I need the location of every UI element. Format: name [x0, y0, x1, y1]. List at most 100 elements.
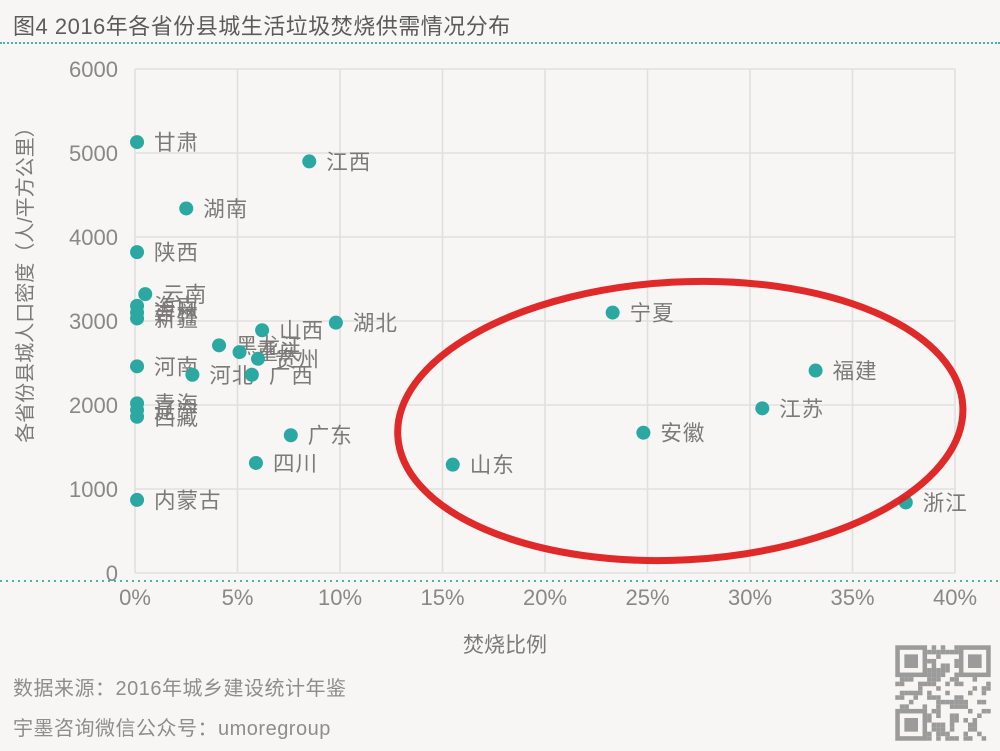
qr-module [931, 722, 937, 728]
qr-module [931, 663, 937, 668]
y-axis-tick-label: 5000 [69, 141, 118, 166]
qr-module [963, 731, 968, 737]
qr-module [927, 677, 932, 682]
qr-module [899, 690, 905, 696]
qr-module [968, 727, 973, 732]
data-point-label: 山西 [279, 319, 324, 343]
x-axis-tick-label: 5% [222, 585, 254, 610]
y-axis-tick-label: 4000 [69, 225, 118, 250]
data-point-label: 江苏 [779, 397, 824, 421]
qr-module [945, 668, 950, 673]
qr-module [936, 708, 941, 714]
qr-module [949, 704, 955, 709]
qr-module [986, 686, 991, 691]
x-axis-tick-label: 40% [933, 585, 977, 610]
qr-module [908, 677, 914, 682]
qr-module [936, 695, 941, 700]
qr-module [927, 695, 932, 700]
qr-module [936, 731, 941, 737]
qr-module [908, 690, 914, 696]
qr-module [940, 668, 946, 673]
data-point [255, 323, 270, 338]
data-point-label: 湖南 [203, 197, 248, 221]
qr-module [963, 704, 968, 709]
qr-module [895, 681, 900, 687]
qr-module [927, 668, 932, 673]
data-point-label: 辽宁 [154, 399, 199, 423]
data-point [248, 455, 263, 470]
qr-module [968, 722, 973, 728]
data-point-label: 甘肃 [154, 131, 199, 155]
qr-module [918, 681, 923, 687]
qr-module [940, 663, 946, 668]
qr-module [931, 677, 937, 682]
data-point-label: 安徽 [660, 422, 705, 446]
y-axis-tick-label: 2000 [69, 393, 118, 418]
qr-module [913, 695, 918, 700]
data-point [605, 305, 620, 320]
data-point-label: 贵州 [275, 348, 320, 372]
qr-module [927, 690, 932, 696]
qr-module [936, 654, 941, 659]
qr-module [972, 718, 978, 723]
qr-module [936, 672, 941, 678]
y-axis-tick-label: 3000 [69, 309, 118, 334]
qr-module [949, 677, 955, 682]
data-point-label: 湖北 [353, 312, 398, 336]
qr-module [895, 695, 900, 700]
qr-module [954, 681, 959, 687]
x-axis-tick-label: 35% [830, 585, 874, 610]
x-axis-tick-label: 15% [420, 585, 464, 610]
qr-module [931, 727, 937, 732]
qr-module [931, 708, 937, 714]
y-axis-tick-label: 6000 [69, 57, 118, 82]
qr-module [954, 672, 959, 678]
data-point-label: 浙江 [923, 491, 968, 515]
qr-module [922, 704, 928, 709]
qr-module [927, 731, 932, 737]
qr-module [899, 677, 905, 682]
qr-module [963, 699, 968, 705]
data-point [251, 351, 265, 366]
qr-module [927, 718, 932, 723]
qr-module [958, 681, 964, 687]
data-point [232, 345, 247, 360]
x-axis-tick-label: 20% [523, 585, 567, 610]
qr-module [981, 686, 987, 691]
qr-module [958, 704, 964, 709]
data-point [302, 154, 317, 169]
data-point [328, 315, 343, 330]
x-axis-tick-label: 30% [728, 585, 772, 610]
qr-module [972, 677, 978, 682]
qr-module [986, 708, 991, 714]
data-point-label: 山东 [470, 454, 515, 478]
qr-module [954, 699, 959, 705]
qr-module [936, 686, 941, 691]
data-point [636, 425, 651, 440]
data-point-label: 广东 [308, 424, 353, 448]
qr-module [904, 718, 918, 732]
qr-module [936, 736, 941, 741]
qr-module [954, 713, 959, 718]
data-point [130, 135, 145, 150]
qr-module [931, 658, 937, 664]
wechat-account-text: 宇墨咨询微信公众号：umoregroup [13, 718, 331, 740]
qr-module [954, 649, 959, 655]
qr-module [927, 713, 932, 718]
qr-module [899, 681, 905, 687]
qr-module [931, 695, 937, 700]
qr-module [949, 722, 955, 728]
x-axis-tick-label: 0% [119, 585, 151, 610]
qr-module [931, 681, 937, 687]
qr-module [958, 695, 964, 700]
x-axis-title: 焚烧比例 [463, 634, 547, 657]
qr-module [954, 718, 959, 723]
qr-module [927, 658, 932, 664]
data-point [185, 367, 200, 382]
qr-module [981, 708, 987, 714]
data-point-label: 陕西 [154, 241, 199, 265]
qr-module [958, 699, 964, 705]
qr-module [949, 649, 955, 655]
qr-module [972, 727, 978, 732]
